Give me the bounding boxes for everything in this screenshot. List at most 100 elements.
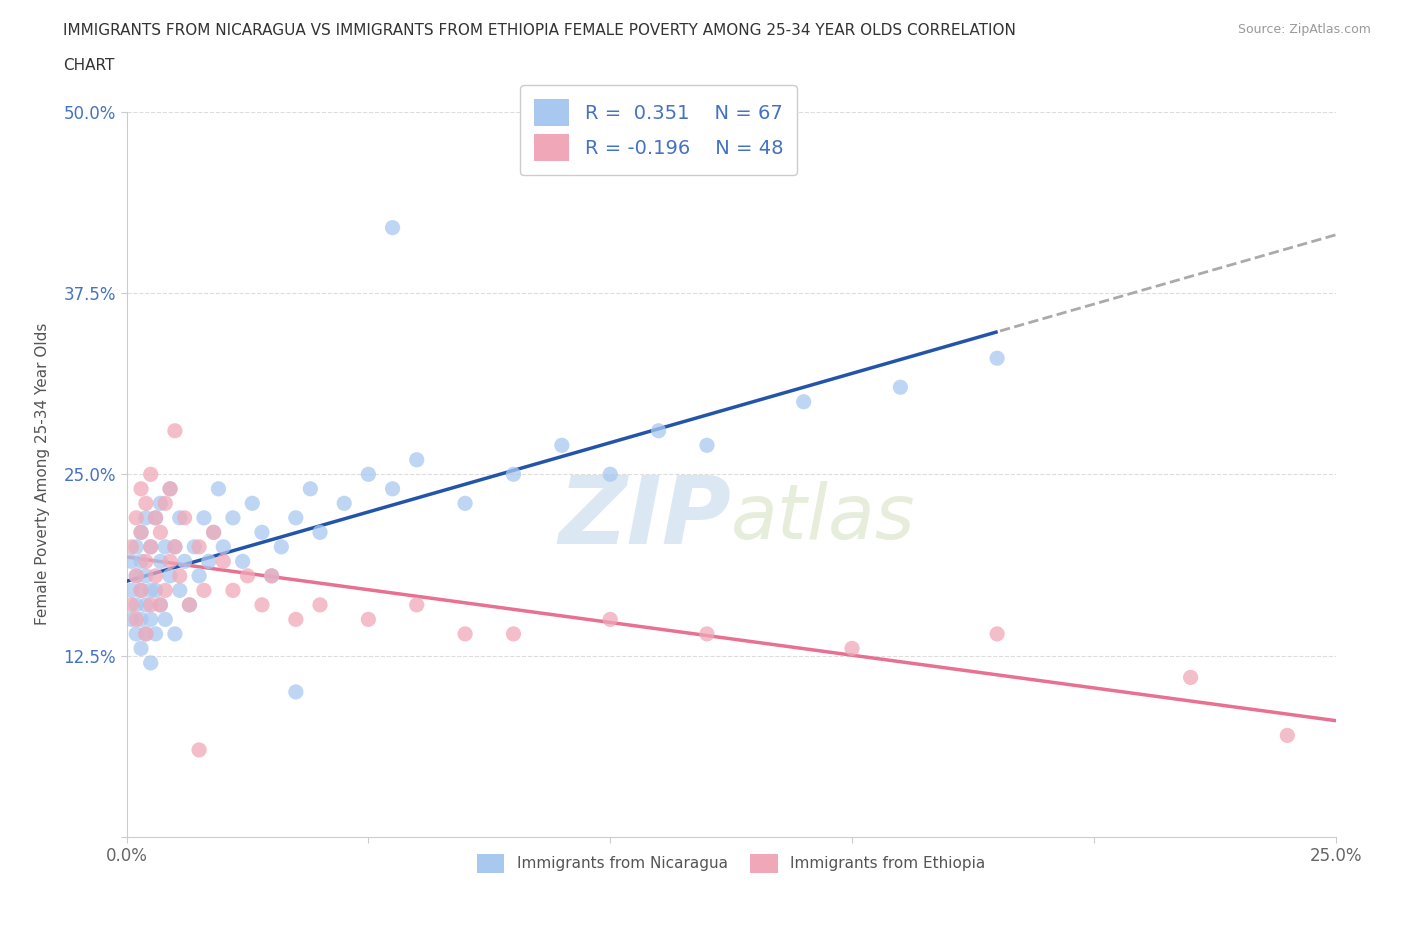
Point [149, 597, 172, 612]
Point [139, 612, 162, 627]
Point [183, 539, 205, 554]
Point [155, 612, 177, 627]
Point [202, 525, 225, 539]
Point [502, 627, 524, 642]
Point [250, 597, 273, 612]
Text: ZIP: ZIP [558, 472, 731, 564]
Point [135, 627, 157, 642]
Point [222, 583, 245, 598]
Point [696, 438, 718, 453]
Point [454, 496, 477, 511]
Point [270, 539, 292, 554]
Point [197, 554, 219, 569]
Point [284, 684, 307, 699]
Point [207, 482, 229, 497]
Point [155, 539, 177, 554]
Point [454, 627, 477, 642]
Point [284, 612, 307, 627]
Point [129, 583, 152, 598]
Point [149, 554, 172, 569]
Point [179, 597, 201, 612]
Point [135, 568, 157, 583]
Point [139, 467, 162, 482]
Point [125, 568, 148, 583]
Point [159, 568, 181, 583]
Point [696, 627, 718, 642]
Point [793, 394, 815, 409]
Point [260, 568, 283, 583]
Point [129, 583, 152, 598]
Point [240, 496, 263, 511]
Point [145, 511, 167, 525]
Point [163, 627, 186, 642]
Point [381, 482, 404, 497]
Point [193, 583, 215, 598]
Point [309, 525, 332, 539]
Point [129, 612, 152, 627]
Point [125, 539, 148, 554]
Text: Source: ZipAtlas.com: Source: ZipAtlas.com [1237, 23, 1371, 36]
Point [149, 525, 172, 539]
Point [193, 511, 215, 525]
Point [149, 597, 172, 612]
Point [139, 539, 162, 554]
Point [599, 467, 621, 482]
Point [357, 467, 380, 482]
Point [381, 220, 404, 235]
Point [647, 423, 669, 438]
Point [139, 597, 162, 612]
Point [125, 568, 148, 583]
Point [1277, 728, 1299, 743]
Point [125, 597, 148, 612]
Point [139, 656, 162, 671]
Point [309, 597, 332, 612]
Legend: Immigrants from Nicaragua, Immigrants from Ethiopia: Immigrants from Nicaragua, Immigrants fr… [470, 846, 993, 880]
Point [163, 539, 186, 554]
Point [357, 612, 380, 627]
Point [188, 539, 211, 554]
Point [135, 496, 157, 511]
Point [120, 554, 142, 569]
Point [129, 525, 152, 539]
Point [159, 482, 181, 497]
Point [250, 525, 273, 539]
Point [212, 539, 235, 554]
Point [159, 482, 181, 497]
Point [173, 511, 195, 525]
Point [135, 511, 157, 525]
Point [125, 612, 148, 627]
Point [333, 496, 356, 511]
Point [145, 627, 167, 642]
Point [284, 511, 307, 525]
Point [405, 452, 427, 467]
Point [163, 423, 186, 438]
Point [599, 612, 621, 627]
Point [135, 627, 157, 642]
Point [159, 554, 181, 569]
Point [129, 525, 152, 539]
Point [145, 583, 167, 598]
Point [120, 583, 142, 598]
Point [125, 511, 148, 525]
Point [232, 554, 254, 569]
Point [120, 612, 142, 627]
Text: CHART: CHART [63, 58, 115, 73]
Point [135, 554, 157, 569]
Point [169, 568, 191, 583]
Point [889, 379, 911, 394]
Text: IMMIGRANTS FROM NICARAGUA VS IMMIGRANTS FROM ETHIOPIA FEMALE POVERTY AMONG 25-34: IMMIGRANTS FROM NICARAGUA VS IMMIGRANTS … [63, 23, 1017, 38]
Point [145, 511, 167, 525]
Point [155, 496, 177, 511]
Point [135, 597, 157, 612]
Point [145, 568, 167, 583]
Point [236, 568, 259, 583]
Y-axis label: Female Poverty Among 25-34 Year Olds: Female Poverty Among 25-34 Year Olds [35, 323, 49, 626]
Point [986, 627, 1008, 642]
Point [163, 539, 186, 554]
Point [179, 597, 201, 612]
Point [169, 511, 191, 525]
Point [139, 539, 162, 554]
Point [1180, 670, 1202, 684]
Point [188, 568, 211, 583]
Point [129, 482, 152, 497]
